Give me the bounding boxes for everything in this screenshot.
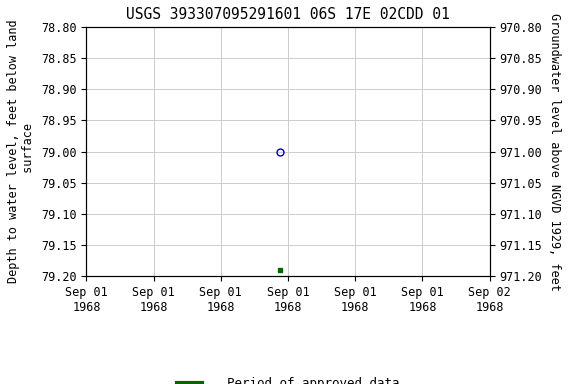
Y-axis label: Depth to water level, feet below land
 surface: Depth to water level, feet below land su… [7, 20, 36, 283]
Y-axis label: Groundwater level above NGVD 1929, feet: Groundwater level above NGVD 1929, feet [548, 13, 560, 291]
Legend:   Period of approved data: Period of approved data [172, 372, 404, 384]
Title: USGS 393307095291601 06S 17E 02CDD 01: USGS 393307095291601 06S 17E 02CDD 01 [126, 7, 450, 22]
